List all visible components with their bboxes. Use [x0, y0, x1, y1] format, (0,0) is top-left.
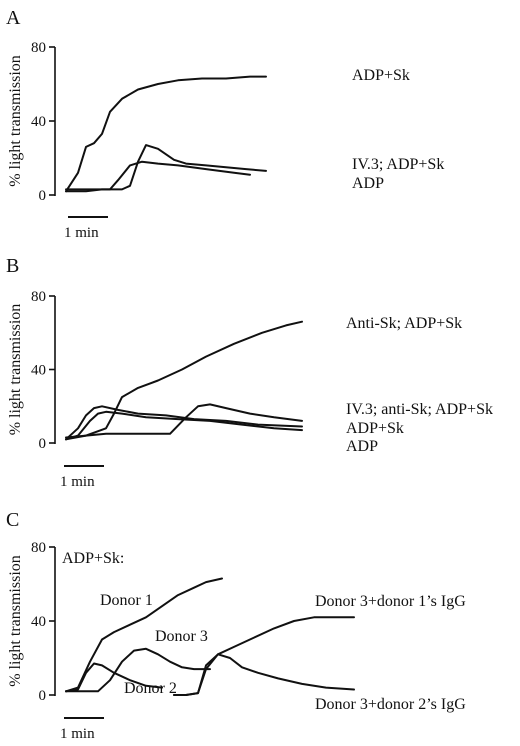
series-line	[173, 653, 355, 696]
y-tick-label: 80	[31, 289, 46, 305]
y-tick-label: 40	[31, 114, 46, 130]
series-line	[65, 403, 303, 439]
y-tick-label: 80	[31, 540, 46, 556]
series-label: Anti-Sk; ADP+Sk	[346, 315, 462, 332]
series-label: ADP	[352, 175, 384, 192]
y-tick-label: 0	[39, 188, 47, 204]
y-tick-label: 40	[31, 614, 46, 630]
series-line	[65, 75, 267, 193]
series-label: Donor 1	[100, 592, 153, 609]
panel-letter: A	[6, 7, 21, 29]
y-tick-label: 80	[31, 40, 46, 56]
panel-letter: C	[6, 509, 19, 531]
series-line	[65, 577, 223, 693]
y-tick-label: 0	[39, 688, 47, 704]
panel-c: C 0 40 80 % light transmission ADP+Sk: Donor 1…	[6, 509, 466, 742]
series-label: Donor 3+donor 2’s IgG	[315, 696, 466, 713]
y-axis-label: % light transmission	[7, 555, 24, 687]
panel-letter: B	[6, 255, 19, 277]
series-line	[65, 662, 163, 693]
series-label: ADP+Sk	[346, 420, 404, 437]
series-line	[65, 320, 303, 441]
series-label: Donor 2	[124, 680, 177, 697]
panel-a: A 0 40 80 % light transmission ADP+Sk IV.3; AD…	[6, 7, 444, 241]
y-tick-label: 0	[39, 436, 47, 452]
y-axis-label: % light transmission	[7, 55, 24, 187]
series-label: Donor 3	[155, 628, 208, 645]
panel-title: ADP+Sk:	[62, 550, 124, 567]
series-label: IV.3; ADP+Sk	[352, 156, 444, 173]
series-label: IV.3; anti-Sk; ADP+Sk	[346, 401, 493, 418]
series-line	[65, 405, 303, 441]
scale-bar-label: 1 min	[60, 474, 95, 490]
y-axis-label: % light transmission	[7, 304, 24, 436]
scale-bar-label: 1 min	[60, 726, 95, 742]
series-line	[65, 647, 211, 693]
panel-b: B 0 40 80 % light transmission Anti-Sk; ADP+S…	[6, 255, 493, 490]
series-label: Donor 3+donor 1’s IgG	[315, 593, 466, 610]
series-label: ADP+Sk	[352, 67, 410, 84]
y-tick-label: 40	[31, 363, 46, 379]
scale-bar-label: 1 min	[64, 225, 99, 241]
series-label: ADP	[346, 438, 378, 455]
series-line	[65, 144, 267, 191]
series-line	[65, 410, 303, 441]
series-line	[65, 160, 251, 193]
